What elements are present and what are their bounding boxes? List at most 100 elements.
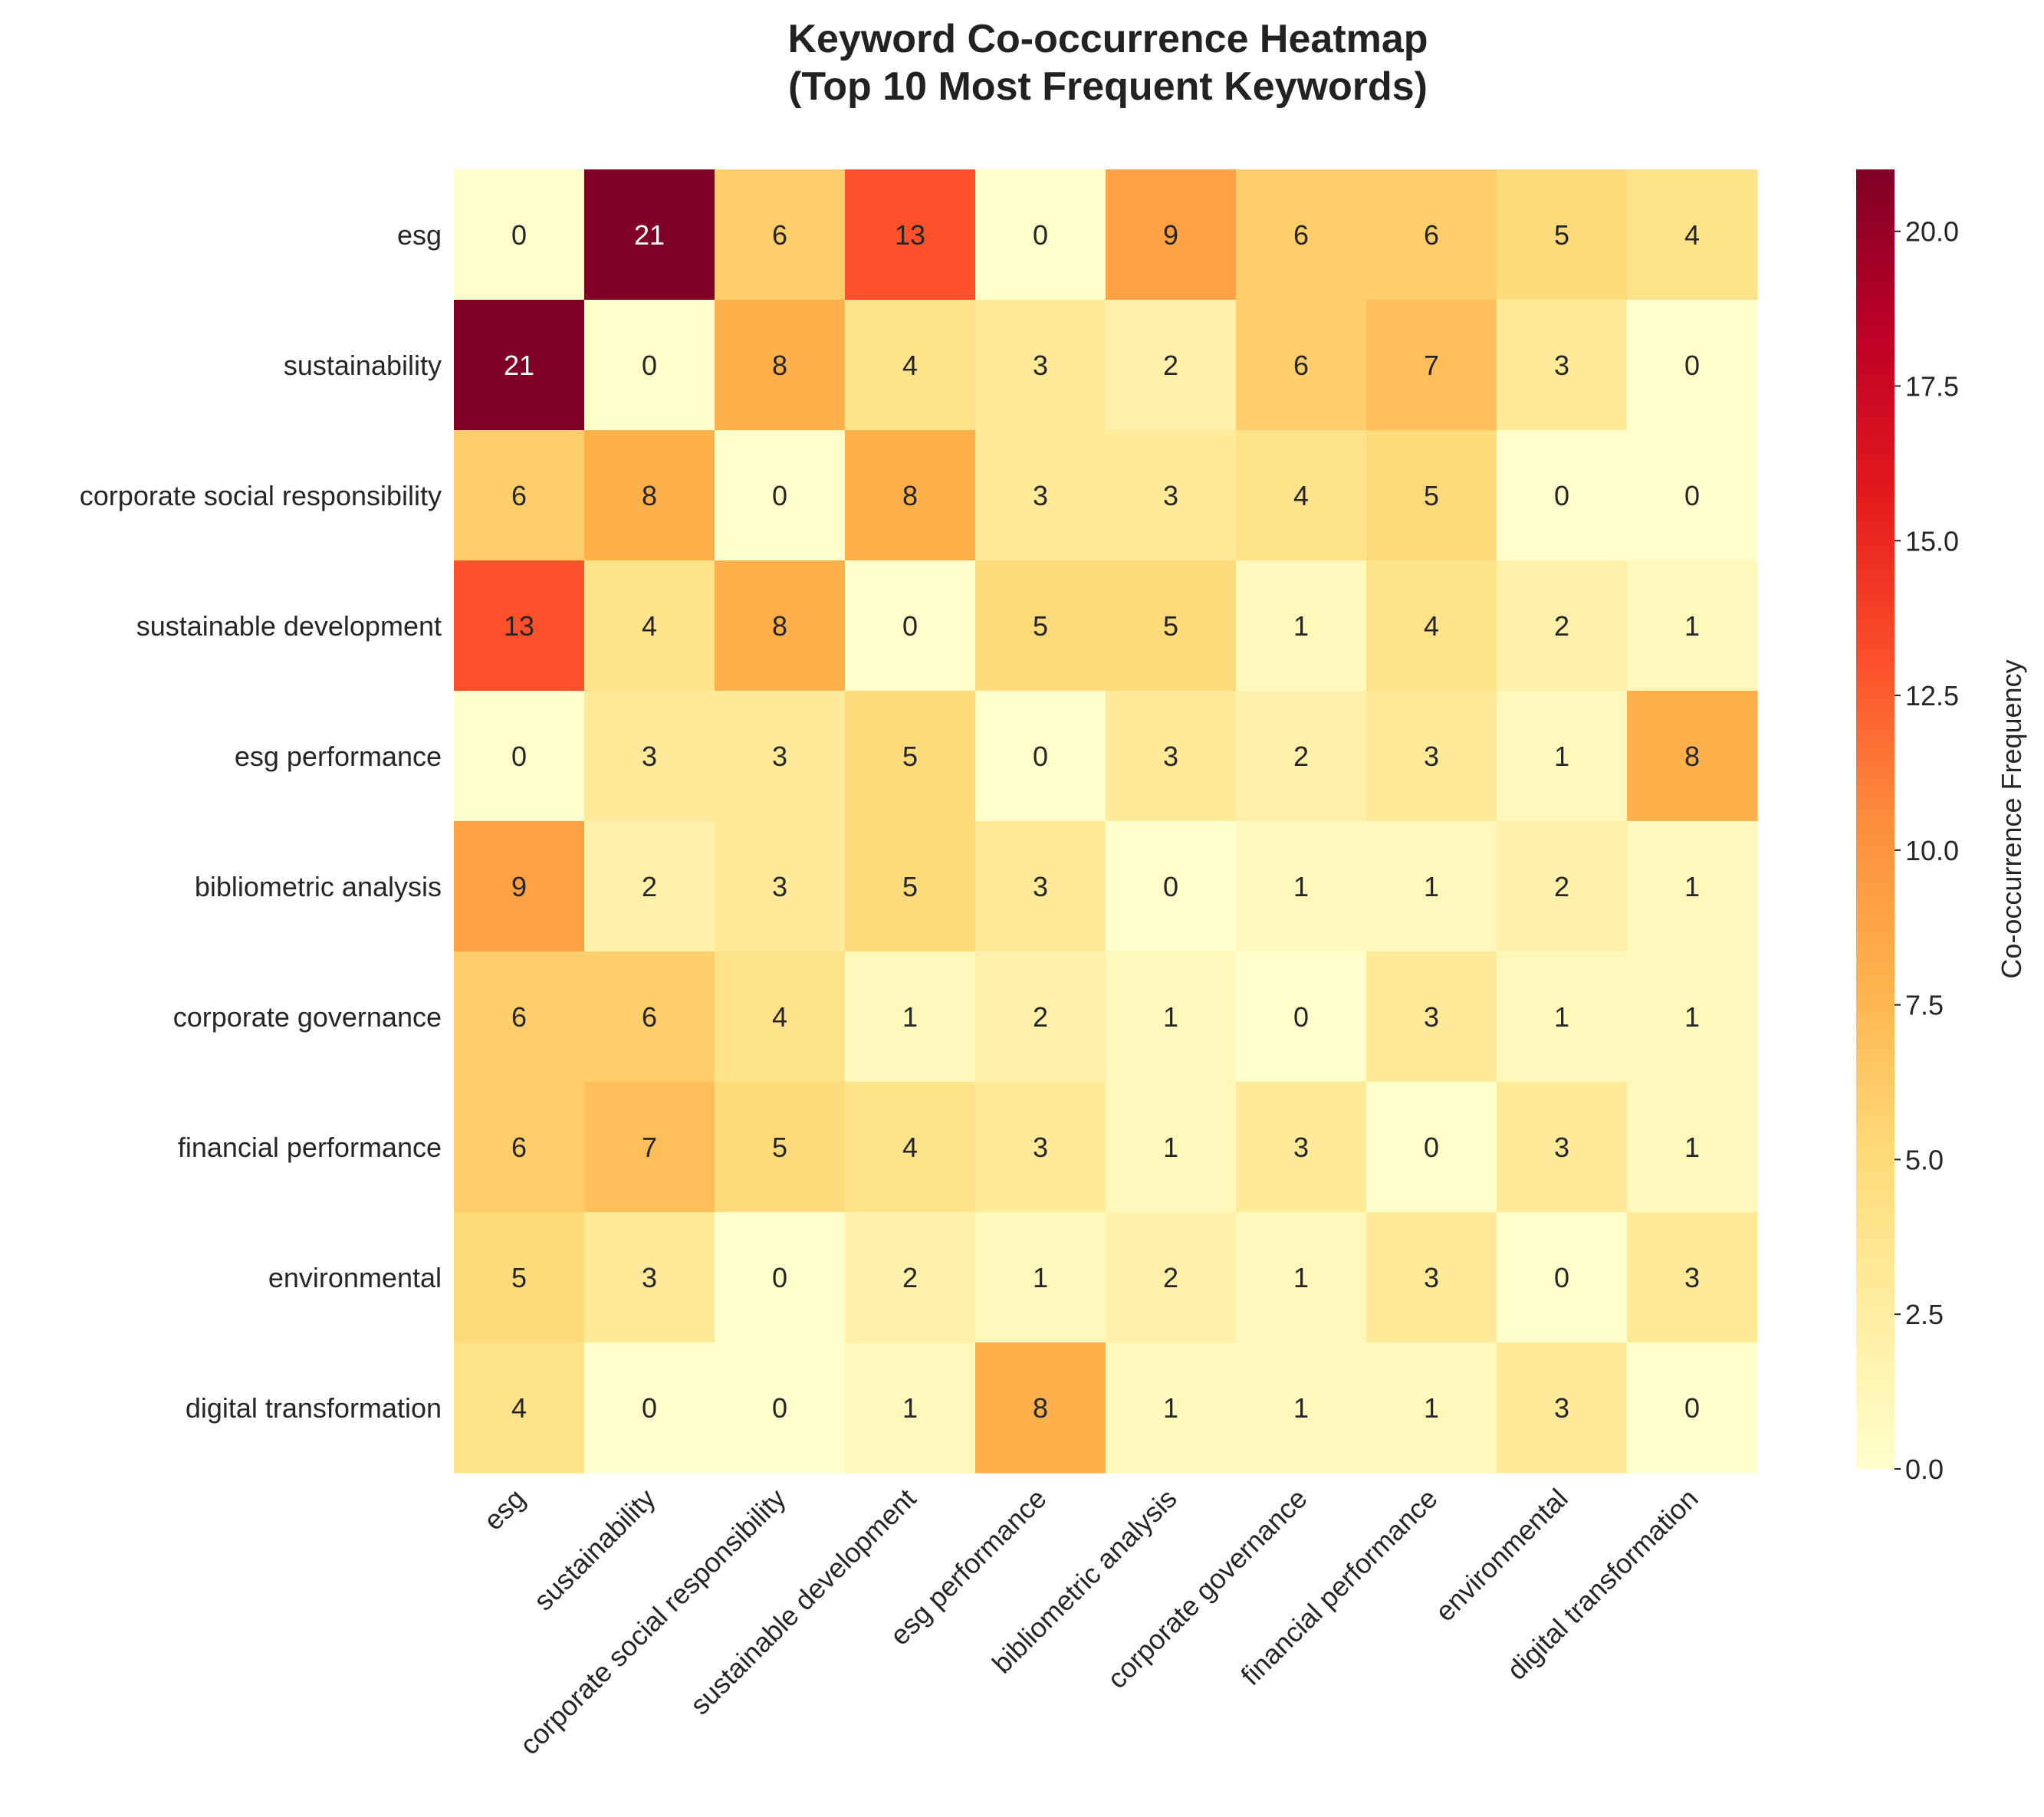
heatmap-cell bbox=[1106, 430, 1237, 561]
cell-value-label: 1 bbox=[1293, 610, 1309, 642]
cell-value-label: 7 bbox=[642, 1132, 657, 1163]
heatmap-cell bbox=[1236, 821, 1367, 952]
cell-value-label: 2 bbox=[1163, 1262, 1178, 1293]
cell-value-label: 6 bbox=[1293, 350, 1309, 381]
cell-value-label: 0 bbox=[1163, 871, 1178, 902]
heatmap-cell bbox=[584, 691, 715, 822]
cell-value-label: 1 bbox=[1033, 1262, 1048, 1293]
heatmap-cell bbox=[1236, 560, 1367, 692]
heatmap-cell bbox=[454, 300, 585, 431]
cell-value-label: 3 bbox=[772, 741, 787, 772]
cell-value-label: 0 bbox=[1424, 1132, 1439, 1163]
heatmap-cell bbox=[584, 951, 715, 1083]
cell-value-label: 0 bbox=[642, 1392, 657, 1424]
cell-value-label: 3 bbox=[1033, 871, 1048, 902]
y-tick-labels: esg sustainability corporate social respon… bbox=[80, 219, 442, 1424]
cell-value-label: 5 bbox=[511, 1262, 527, 1293]
heatmap-cell bbox=[975, 300, 1106, 431]
cell-value-label: 6 bbox=[511, 480, 527, 511]
x-tick-label: sustainability bbox=[527, 1483, 662, 1617]
y-tick-label: financial performance bbox=[178, 1132, 442, 1163]
colorbar-tick-label: 20.0 bbox=[1905, 216, 1959, 248]
heatmap-cell bbox=[454, 951, 585, 1083]
heatmap-cell bbox=[1366, 821, 1497, 952]
cell-value-label: 3 bbox=[1424, 741, 1439, 772]
x-tick-label: sustainable development bbox=[684, 1483, 922, 1721]
heatmap-cell bbox=[1627, 560, 1758, 692]
heatmap-cell bbox=[1366, 1082, 1497, 1213]
heatmap-cell bbox=[1106, 169, 1237, 301]
cell-value-label: 1 bbox=[1684, 1001, 1700, 1033]
heatmap-cell bbox=[845, 169, 976, 301]
cell-value-label: 5 bbox=[1424, 480, 1439, 511]
heatmap-cell bbox=[584, 169, 715, 301]
cell-value-label: 2 bbox=[1033, 1001, 1048, 1033]
y-tick-label: corporate governance bbox=[173, 1001, 442, 1033]
cell-value-label: 5 bbox=[1163, 610, 1178, 642]
heatmap-cell bbox=[715, 430, 846, 561]
y-tick-label: environmental bbox=[268, 1262, 442, 1293]
heatmap-cell bbox=[1366, 560, 1497, 692]
heatmap-cell bbox=[1366, 691, 1497, 822]
heatmap-cell bbox=[845, 430, 976, 561]
colorbar-tick-label: 10.0 bbox=[1905, 835, 1959, 866]
heatmap-cell bbox=[1497, 1212, 1628, 1343]
cell-value-label: 0 bbox=[1033, 741, 1048, 772]
heatmap-cell bbox=[975, 691, 1106, 822]
cell-value-label: 4 bbox=[1293, 480, 1309, 511]
y-tick-label: bibliometric analysis bbox=[195, 871, 442, 902]
cell-value-label: 0 bbox=[1033, 219, 1048, 251]
cell-value-label: 8 bbox=[642, 480, 657, 511]
cell-value-label: 1 bbox=[1554, 1001, 1569, 1033]
cell-value-label: 0 bbox=[1293, 1001, 1309, 1033]
cell-value-label: 1 bbox=[902, 1001, 918, 1033]
heatmap-cell bbox=[1497, 951, 1628, 1083]
heatmap-cell bbox=[1106, 1082, 1237, 1213]
heatmap-cell bbox=[1497, 1342, 1628, 1474]
cell-value-label: 1 bbox=[1684, 1132, 1700, 1163]
cell-value-label: 0 bbox=[1684, 350, 1700, 381]
heatmap-cell bbox=[1366, 1212, 1497, 1343]
heatmap-cell bbox=[1497, 169, 1628, 301]
colorbar-label: Co-occurrence Frequency bbox=[1996, 659, 2027, 978]
cell-value-label: 3 bbox=[1033, 350, 1048, 381]
heatmap-cell bbox=[1627, 691, 1758, 822]
heatmap-cell bbox=[1236, 951, 1367, 1083]
cell-value-label: 3 bbox=[1424, 1262, 1439, 1293]
y-tick-label: esg performance bbox=[235, 741, 442, 772]
heatmap-cell bbox=[1497, 691, 1628, 822]
heatmap-cell bbox=[1627, 1342, 1758, 1474]
cell-value-label: 2 bbox=[1163, 350, 1178, 381]
cell-value-label: 4 bbox=[902, 1132, 918, 1163]
cell-value-label: 3 bbox=[1293, 1132, 1309, 1163]
heatmap-cell bbox=[975, 1342, 1106, 1474]
colorbar-tick-label: 12.5 bbox=[1905, 680, 1959, 711]
cell-value-label: 1 bbox=[902, 1392, 918, 1424]
cell-value-label: 6 bbox=[511, 1132, 527, 1163]
heatmap-cell bbox=[1627, 300, 1758, 431]
cell-value-label: 0 bbox=[511, 219, 527, 251]
heatmap-cell bbox=[1106, 300, 1237, 431]
cell-value-label: 1 bbox=[1163, 1001, 1178, 1033]
cell-value-label: 4 bbox=[642, 610, 657, 642]
heatmap-cell bbox=[715, 169, 846, 301]
heatmap-cell bbox=[1627, 821, 1758, 952]
heatmap-cell bbox=[1106, 821, 1237, 952]
cell-value-label: 1 bbox=[1293, 1262, 1309, 1293]
cell-value-label: 3 bbox=[642, 1262, 657, 1293]
heatmap-cell bbox=[715, 1212, 846, 1343]
heatmap-cell bbox=[584, 300, 715, 431]
heatmap-cell bbox=[845, 821, 976, 952]
cell-value-label: 1 bbox=[1424, 871, 1439, 902]
colorbar-tick-label: 2.5 bbox=[1905, 1299, 1944, 1330]
cell-value-label: 13 bbox=[504, 610, 534, 642]
heatmap-cell bbox=[1236, 169, 1367, 301]
heatmap-cell bbox=[1497, 560, 1628, 692]
cell-value-label: 1 bbox=[1293, 1392, 1309, 1424]
heatmap-cell bbox=[845, 1082, 976, 1213]
cell-value-label: 1 bbox=[1424, 1392, 1439, 1424]
heatmap-cell bbox=[715, 821, 846, 952]
colorbar-tick-label: 17.5 bbox=[1905, 371, 1959, 402]
cell-value-label: 13 bbox=[895, 219, 925, 251]
heatmap-cell bbox=[1236, 1082, 1367, 1213]
